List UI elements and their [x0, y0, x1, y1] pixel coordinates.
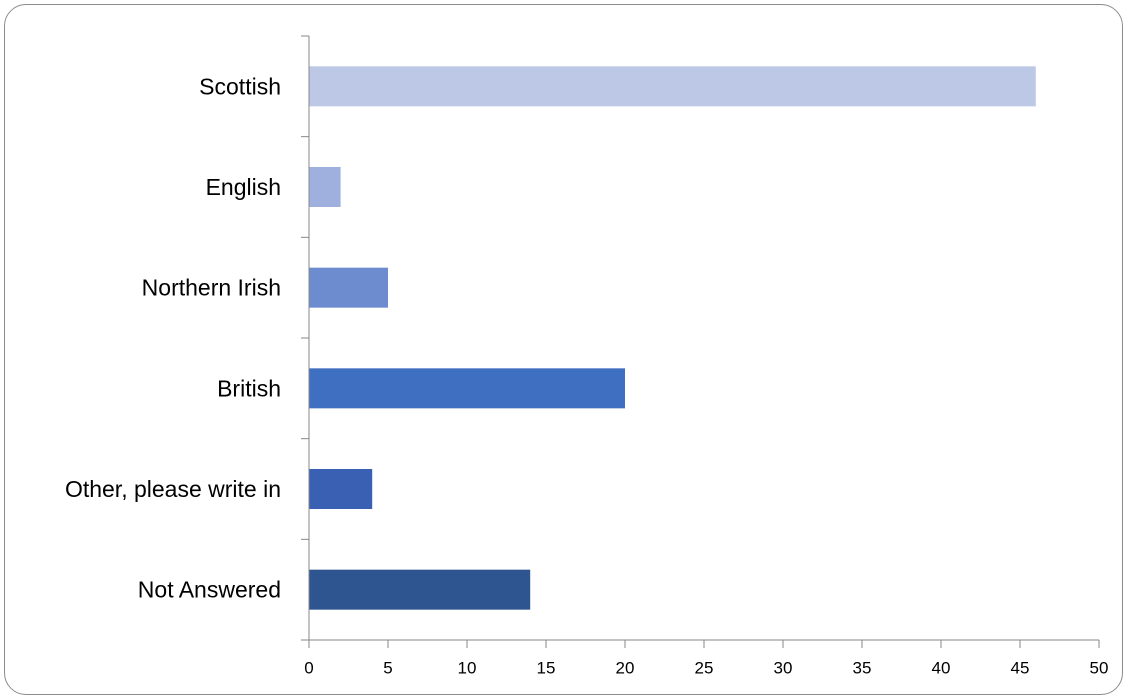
- category-label: English: [206, 174, 281, 200]
- bar-english: [309, 167, 341, 207]
- x-tick-label: 5: [383, 659, 392, 678]
- x-tick-label: 50: [1090, 659, 1109, 678]
- x-tick-label: 10: [458, 659, 477, 678]
- axis-layer: [301, 35, 1100, 648]
- chart-frame: [4, 4, 1123, 695]
- bar-scottish: [309, 66, 1036, 107]
- category-label: Not Answered: [138, 577, 281, 603]
- x-tick-label: 15: [537, 659, 556, 678]
- x-tick-label: 40: [932, 659, 951, 678]
- bar-not-answered: [309, 569, 531, 610]
- x-tick-label: 25: [695, 659, 714, 678]
- bar-other-please-write-in: [309, 469, 373, 509]
- category-label: Other, please write in: [65, 476, 281, 502]
- x-tick-label: 30: [774, 659, 793, 678]
- category-label: British: [217, 375, 281, 401]
- x-tick-label: 0: [304, 659, 313, 678]
- bar-british: [309, 368, 625, 409]
- x-tick-label: 20: [616, 659, 635, 678]
- bar-northern-irish: [309, 267, 388, 308]
- x-tick-label: 45: [1011, 659, 1030, 678]
- bars-layer: [309, 66, 1036, 610]
- x-tick-label: 35: [853, 659, 872, 678]
- labels-layer: Scottish English Northern Irish British Othe…: [65, 73, 1109, 677]
- category-label: Northern Irish: [142, 275, 281, 301]
- category-label: Scottish: [199, 73, 281, 99]
